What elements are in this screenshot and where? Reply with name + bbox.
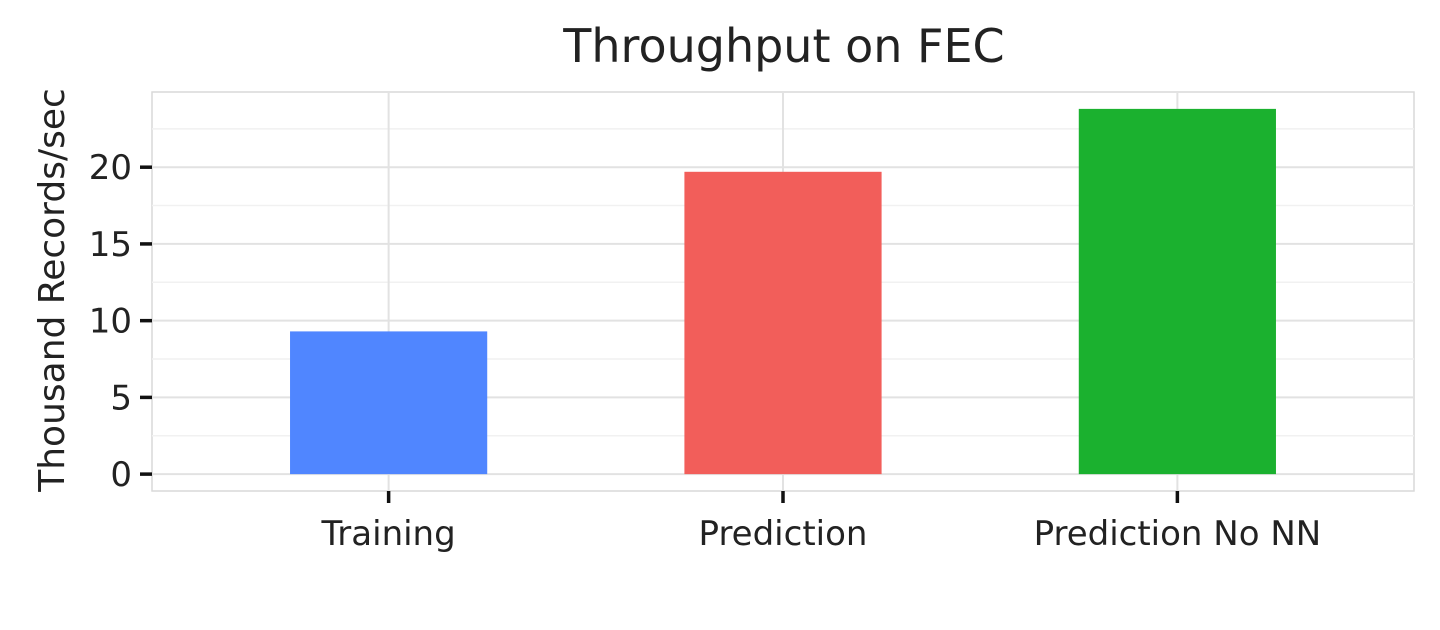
x-tick-label: Prediction No NN <box>1034 514 1322 554</box>
y-tick-label: 10 <box>89 302 132 342</box>
chart-title: Throughput on FEC <box>562 19 1004 73</box>
y-axis-title: Thousand Records/sec <box>32 88 73 493</box>
y-tick-label: 0 <box>110 455 132 495</box>
y-axis: 0 5 10 15 20 <box>89 148 152 495</box>
x-tick-label: Prediction <box>699 514 868 554</box>
bar-prediction <box>684 171 882 475</box>
x-axis: Training Prediction Prediction No NN <box>321 491 1322 554</box>
y-tick-label: 20 <box>89 148 132 188</box>
y-tick-label: 5 <box>110 378 132 418</box>
bar-prediction-no-nn <box>1078 108 1276 475</box>
y-tick-label: 15 <box>89 225 132 265</box>
x-tick-label: Training <box>321 514 456 554</box>
bars <box>290 108 1276 475</box>
bar-training <box>290 331 488 475</box>
